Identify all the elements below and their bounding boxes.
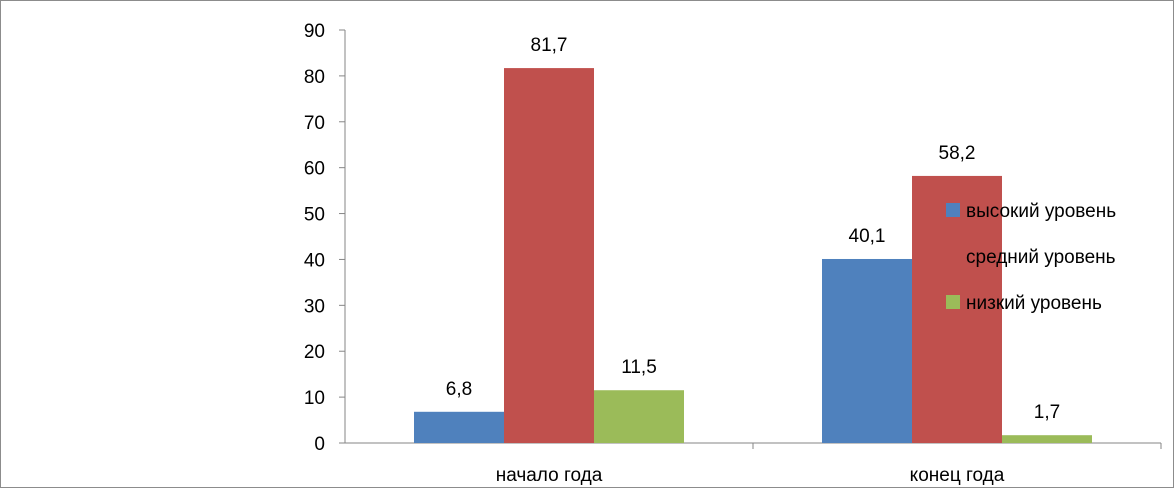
data-label: 6,8 — [446, 379, 472, 400]
y-tick-label: 90 — [304, 21, 325, 42]
data-label: 58,2 — [939, 143, 976, 164]
y-tick-label: 0 — [314, 434, 325, 455]
legend-marker — [946, 295, 960, 309]
y-tick-label: 40 — [304, 250, 325, 271]
y-tick-label: 10 — [304, 388, 325, 409]
legend-label: высокий уровень — [966, 201, 1116, 222]
y-tick-label: 60 — [304, 159, 325, 180]
bar — [1002, 435, 1092, 443]
data-label: 81,7 — [531, 35, 568, 56]
data-label: 11,5 — [621, 357, 657, 378]
y-tick-label: 30 — [304, 296, 325, 317]
bar — [912, 175, 1002, 443]
legend-label: низкий уровень — [966, 293, 1102, 314]
bar — [594, 390, 684, 443]
y-tick-label: 50 — [304, 205, 325, 226]
data-label: 1,7 — [1034, 402, 1060, 423]
data-label: 40,1 — [849, 226, 886, 247]
bar — [822, 258, 912, 443]
y-tick-label: 70 — [304, 113, 325, 134]
legend-marker — [946, 203, 960, 217]
legend-label: средний уровень — [966, 247, 1116, 268]
y-tick-label: 80 — [304, 67, 325, 88]
y-tick-label: 20 — [304, 342, 325, 363]
category-label: конец года — [910, 465, 1005, 486]
bar — [414, 411, 504, 443]
category-label: начало года — [496, 465, 603, 486]
bar — [504, 68, 594, 444]
